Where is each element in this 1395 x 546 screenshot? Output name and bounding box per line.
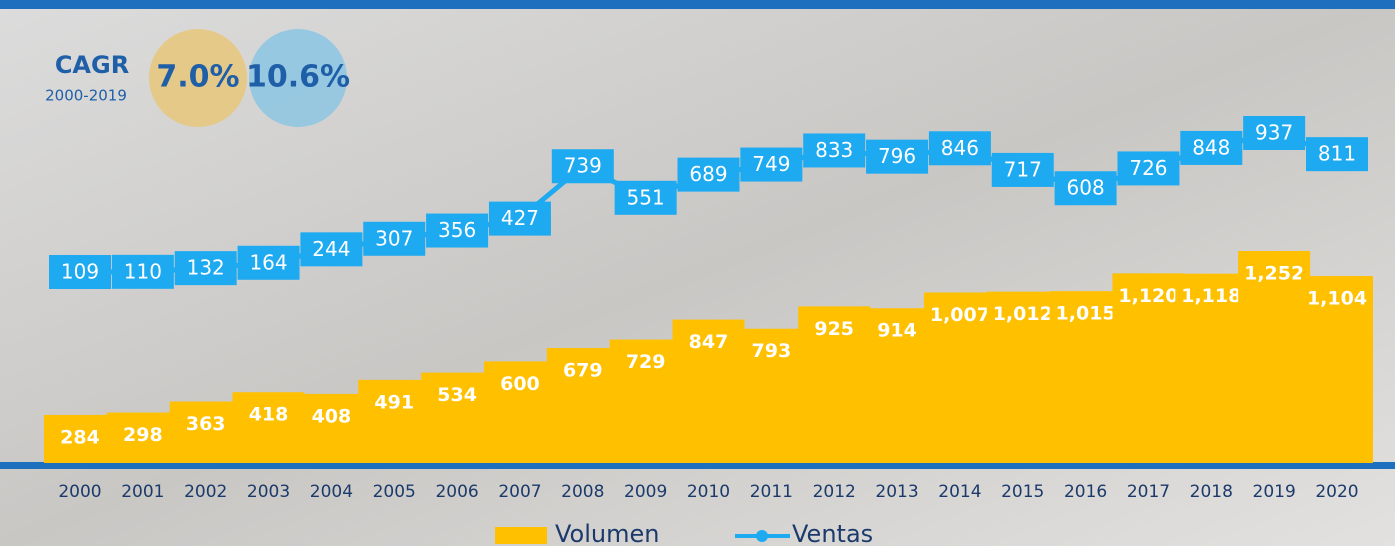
x-tick-label: 2014 [938,482,981,502]
x-tick-label: 2017 [1127,482,1170,502]
x-tick-label: 2009 [624,482,667,502]
point-label: 110 [124,259,162,283]
bar [295,394,367,463]
x-tick-label: 2016 [1064,482,1107,502]
bar-label: 534 [437,384,477,406]
bar-label: 1,120 [1118,285,1178,307]
x-tick-label: 2018 [1190,482,1233,502]
bar-label: 298 [123,424,163,446]
cagr-value: 10.6% [246,60,350,95]
page: CAGR 2000-2019 7.0%10.6% 284 298 363 418 408 4… [0,0,1395,546]
x-tick-label: 2011 [750,482,793,502]
x-tick-label: 2005 [373,482,416,502]
x-tick-label: 2004 [310,482,353,502]
x-tick-label: 2012 [813,482,856,502]
point-label: 749 [752,152,790,176]
point-label: 109 [61,260,99,284]
point-label: 848 [1192,135,1230,159]
bar-label: 284 [60,426,100,448]
point-label: 427 [501,206,539,230]
x-tick-label: 2006 [435,482,478,502]
point-label: 307 [375,226,413,250]
bar-label: 847 [689,331,729,353]
bar-label: 408 [312,405,352,427]
point-label: 833 [815,138,853,162]
point-label: 689 [689,162,727,186]
bar-label: 1,015 [1056,303,1116,325]
point-label: 164 [249,250,287,274]
bar-label: 679 [563,360,603,382]
legend-label: Ventas [792,520,873,546]
point-label: 717 [1004,157,1042,181]
legend-swatch [495,527,547,544]
point-label: 244 [312,237,350,261]
point-label: 796 [878,144,916,168]
bar-label: 729 [626,351,666,373]
bar-label: 925 [814,318,854,340]
point-label: 551 [627,185,665,209]
point-label: 937 [1255,121,1293,145]
chart: CAGR 2000-2019 7.0%10.6% 284 298 363 418 408 4… [0,0,1395,546]
bar-label: 1,007 [930,304,990,326]
bar-label: 1,118 [1181,285,1241,307]
x-tick-label: 2010 [687,482,730,502]
bar-label: 793 [752,340,792,362]
point-label: 132 [187,256,225,280]
x-tick-label: 2007 [498,482,541,502]
x-tick-label: 2019 [1253,482,1296,502]
point-label: 726 [1129,156,1167,180]
bar-label: 363 [186,413,226,435]
x-tick-label: 2003 [247,482,290,502]
x-tick-label: 2001 [121,482,164,502]
bar-label: 600 [500,373,540,395]
baseline [0,462,1395,469]
x-tick-label: 2020 [1315,482,1358,502]
x-tick-label: 2015 [1001,482,1044,502]
bar-label: 1,012 [993,303,1053,325]
point-label: 846 [941,136,979,160]
legend-dot [756,530,768,542]
point-label: 356 [438,218,476,242]
x-tick-label: 2002 [184,482,227,502]
bar-label: 1,252 [1244,263,1304,285]
legend-label: Volumen [555,520,659,546]
bar-label: 491 [374,391,414,413]
cagr-label: CAGR [55,51,129,79]
bar-label: 1,104 [1307,288,1367,310]
cagr-value: 7.0% [156,60,239,95]
point-label: 608 [1067,176,1105,200]
top-band [0,0,1395,9]
point-label: 811 [1318,142,1356,166]
cagr-period: 2000-2019 [45,87,127,105]
point-label: 739 [564,154,602,178]
x-tick-label: 2008 [561,482,604,502]
x-tick-label: 2000 [58,482,101,502]
x-tick-label: 2013 [875,482,918,502]
bar-label: 914 [877,320,917,342]
bar-label: 418 [249,404,289,426]
